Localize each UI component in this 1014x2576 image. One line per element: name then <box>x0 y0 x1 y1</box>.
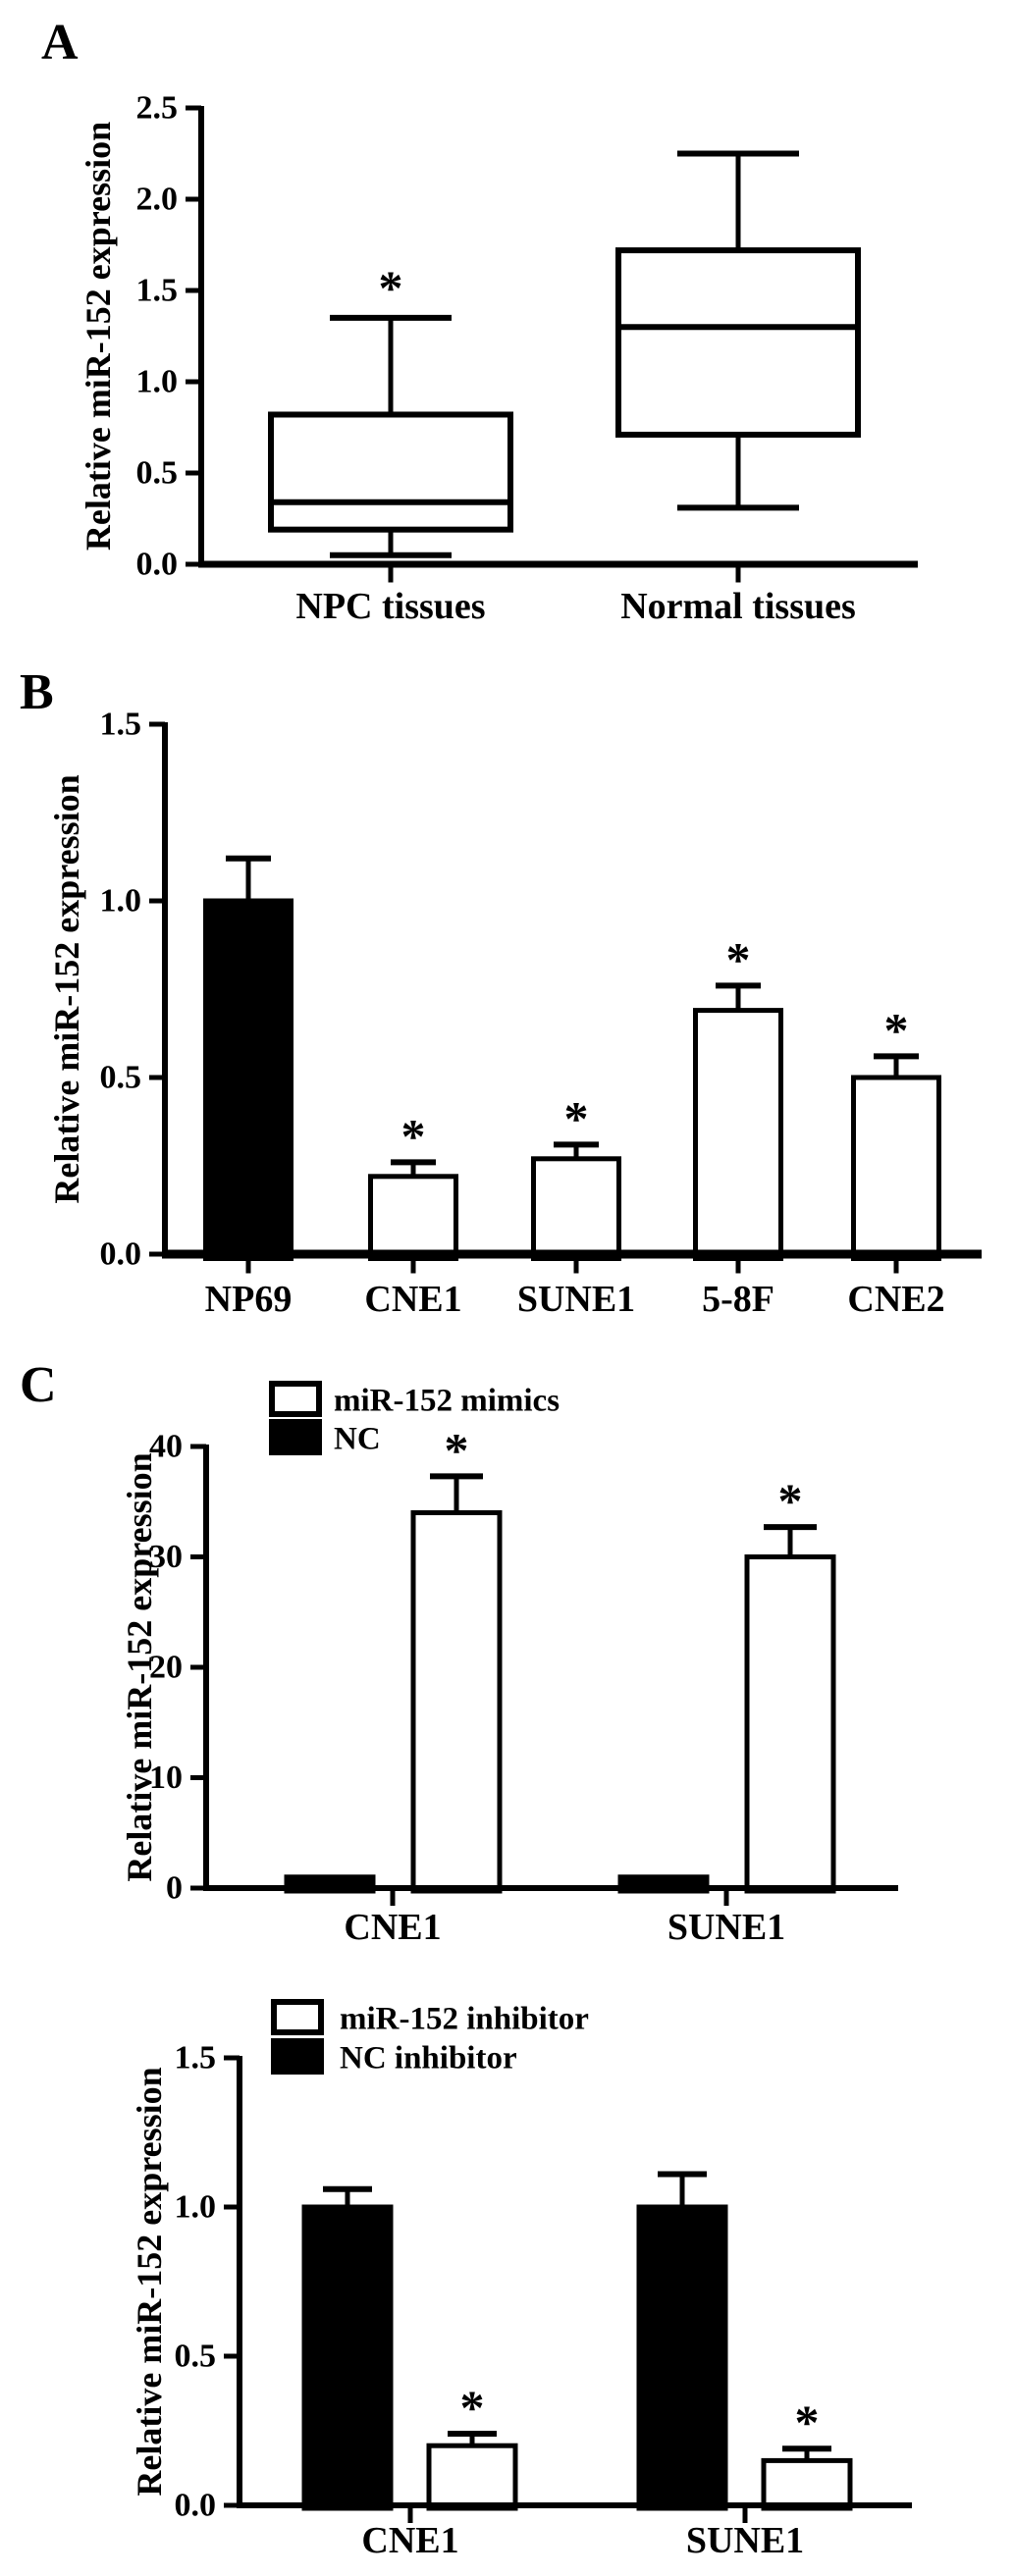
panel-c2-bar-SUNE1-miR-152 inhibitor <box>761 2457 853 2511</box>
panel-b-bar-CNE2 <box>851 1075 941 1261</box>
panel-a-boxplot: * 0.0 0.5 1.0 1.5 2.0 2.5 Relative miR-152 expr… <box>79 90 918 627</box>
panel-b-y-axis-title: Relative miR-152 expression <box>47 774 86 1203</box>
panel-b-bar-chart: * * * * 0.0 0.5 1.0 1.5 Relative miR-152 express… <box>47 707 982 1320</box>
panel-b-bar-SUNE1 <box>531 1156 621 1262</box>
panel-c1-bar-SUNE1-miR-152 mimics <box>744 1554 836 1894</box>
panel-c1-legend-swatch-1 <box>269 1381 322 1417</box>
panel-b-category-label: CNE1 <box>364 1279 461 1320</box>
panel-c-label: C <box>20 1357 57 1413</box>
panel-b-significance-star: * <box>564 1090 589 1145</box>
panel-b-y-tick-label: 0.5 <box>100 1060 142 1096</box>
panel-c1-y-tick-label: 40 <box>149 1429 183 1465</box>
panel-a-box-NPC tissues <box>268 411 513 533</box>
panel-a-significance-star: * <box>379 260 403 315</box>
panel-c2-y-axis-title: Relative miR-152 expression <box>130 2067 169 2496</box>
panel-c2-category-label: CNE1 <box>361 2520 458 2561</box>
panel-c2-legend-label-2: NC inhibitor <box>340 2041 517 2077</box>
panel-b-bar-5-8F <box>693 1008 783 1261</box>
panel-b-significance-star: * <box>726 931 751 986</box>
panel-a-category-label: NPC tissues <box>295 586 485 627</box>
panel-b-y-tick-label: 1.0 <box>100 883 142 920</box>
panel-a-y-tick-label: 0.5 <box>136 455 179 492</box>
panel-c2-bar-SUNE1-NC inhibitor <box>636 2204 728 2511</box>
panel-a-y-tick-label: 0.0 <box>136 547 179 583</box>
panel-b-y-tick-label: 0.0 <box>100 1236 142 1273</box>
panel-c1-y-tick-label: 30 <box>149 1539 183 1575</box>
panel-c1-y-axis-title: Relative miR-152 expression <box>120 1452 159 1881</box>
panel-c2-significance-star: * <box>795 2394 820 2449</box>
panel-c1-category-label: SUNE1 <box>667 1907 785 1948</box>
panel-a-y-tick-label: 2.0 <box>136 182 179 218</box>
panel-b-significance-star: * <box>401 1108 426 1163</box>
panel-c2-y-tick-label: 1.0 <box>175 2189 217 2226</box>
panel-c2-bar-CNE1-NC inhibitor <box>301 2204 394 2511</box>
panel-c1-y-tick-label: 20 <box>149 1650 183 1686</box>
panel-a-y-tick-label: 1.5 <box>136 273 179 309</box>
panel-c2-y-tick-label: 0.5 <box>175 2339 217 2375</box>
panel-c2-category-label: SUNE1 <box>686 2520 804 2561</box>
panel-b-significance-star: * <box>884 1002 909 1057</box>
panel-c1-bar-CNE1-miR-152 mimics <box>410 1510 503 1894</box>
panel-b-category-label: SUNE1 <box>517 1279 635 1320</box>
panel-c1-legend-swatch-2 <box>269 1419 322 1455</box>
panel-c1-category-label: CNE1 <box>344 1907 441 1948</box>
panel-c2-legend-swatch-2 <box>271 2038 324 2075</box>
panel-c2-bar-CNE1-miR-152 inhibitor <box>426 2443 518 2511</box>
panel-c2-y-tick-label: 1.5 <box>175 2040 217 2077</box>
panel-b-y-tick-label: 1.5 <box>100 707 142 743</box>
panel-c2-significance-star: * <box>460 2380 485 2435</box>
panel-b-category-label: NP69 <box>205 1279 293 1320</box>
panel-a-y-axis-title: Relative miR-152 expression <box>79 122 118 551</box>
panel-c2-legend-label-1: miR-152 inhibitor <box>340 2002 589 2037</box>
panel-c2-y-tick-label: 0.0 <box>175 2488 217 2524</box>
panel-c1-legend-label-1: miR-152 mimics <box>334 1384 560 1419</box>
panel-b-category-label: 5-8F <box>702 1279 774 1320</box>
panel-a-box-Normal tissues <box>615 247 861 438</box>
panel-a-category-label: Normal tissues <box>620 586 856 627</box>
panel-b-bar-NP69 <box>203 898 294 1261</box>
panel-b-category-label: CNE2 <box>847 1279 944 1320</box>
panel-a-y-tick-label: 2.5 <box>136 90 179 127</box>
panel-a-y-tick-label: 1.0 <box>136 364 179 400</box>
panel-c1-y-tick-label: 0 <box>166 1870 183 1907</box>
panel-a-label: A <box>41 15 79 71</box>
panel-c1-legend-label-2: NC <box>334 1422 381 1457</box>
panel-c1-y-tick-label: 10 <box>149 1760 183 1796</box>
panel-b-bar-CNE1 <box>368 1174 458 1262</box>
panel-b-label: B <box>20 664 54 720</box>
panel-c1-significance-star: * <box>778 1473 803 1528</box>
panel-c2-legend-swatch-1 <box>271 1999 324 2035</box>
panel-c1-significance-star: * <box>445 1422 469 1477</box>
